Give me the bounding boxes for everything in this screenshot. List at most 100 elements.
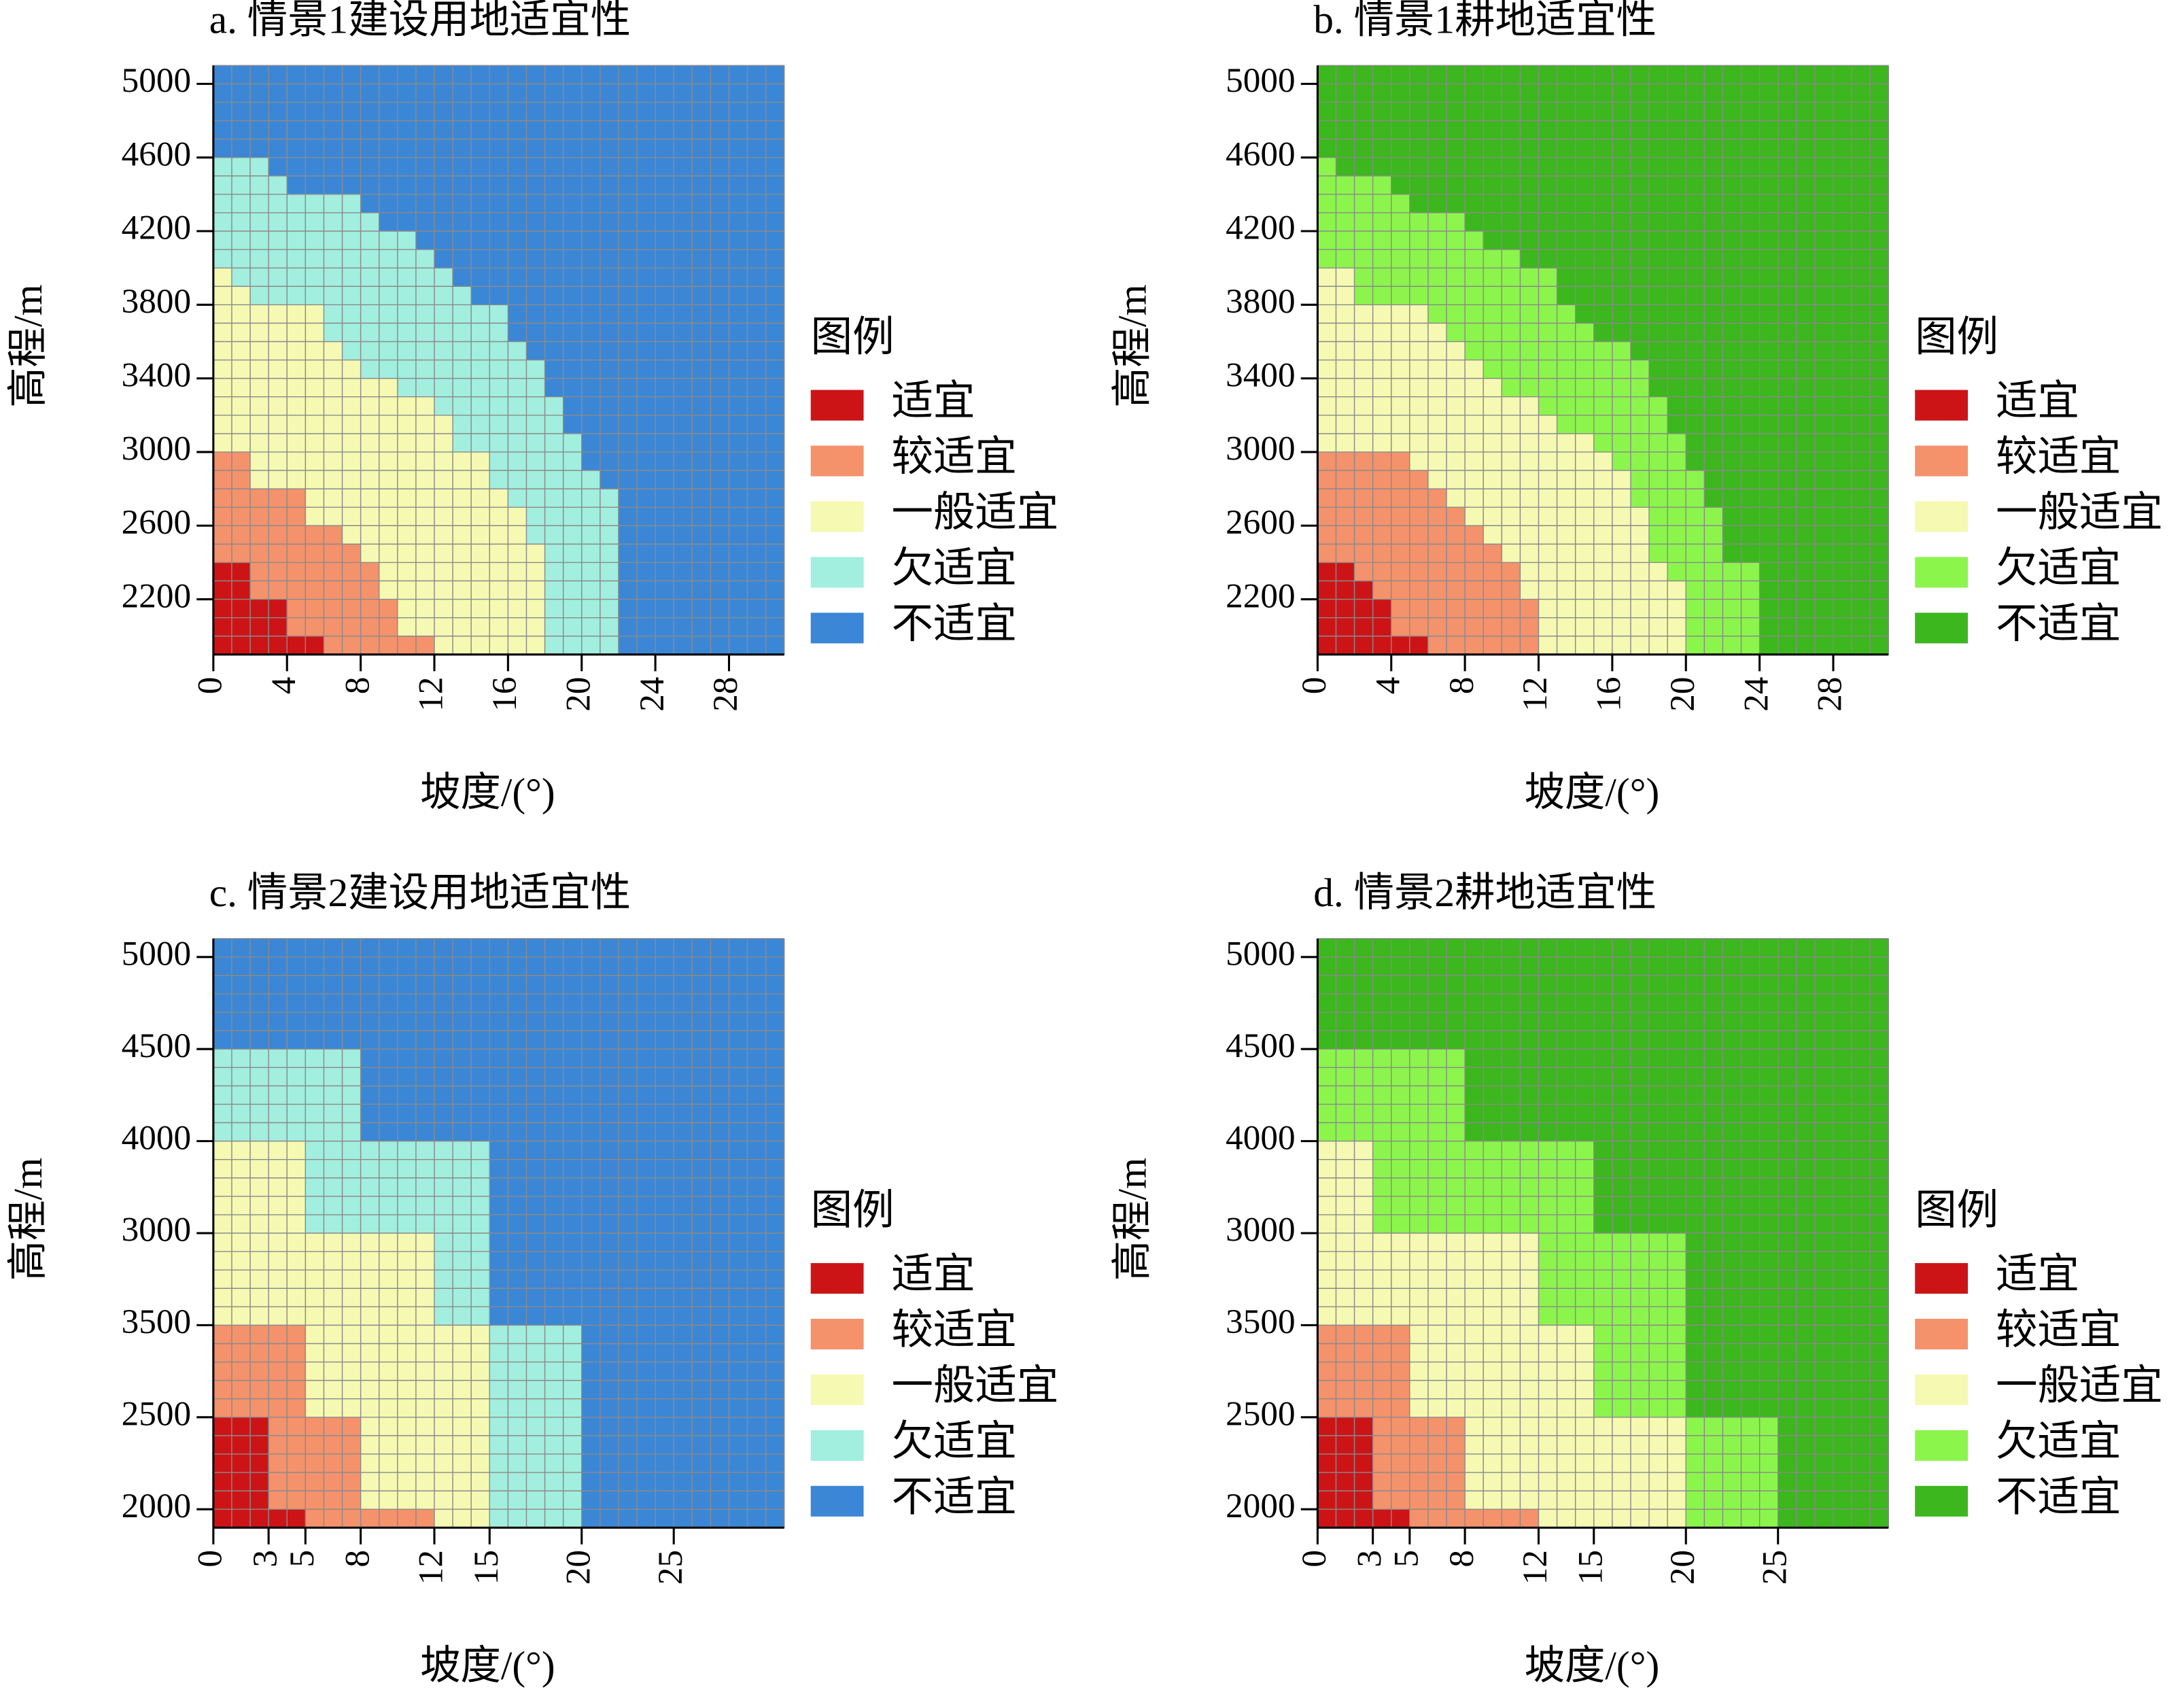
y-tick-label: 4000 (122, 1118, 191, 1157)
legend-title: 图例 (1915, 1187, 1998, 1233)
cell-column (489, 489, 508, 655)
legend-swatch (1915, 1430, 1969, 1461)
x-tick-label: 5 (283, 1550, 322, 1568)
legend-swatch (810, 1318, 864, 1350)
y-tick-label: 5000 (1226, 61, 1295, 100)
legend-label: 一般适宜 (1996, 489, 2163, 536)
cell-column (434, 1325, 453, 1528)
y-tick-label: 3800 (1226, 282, 1295, 321)
panel: c. 情景2建设用地适宜性 2000 2500 3500 3000 4000 4500 500… (5, 870, 1058, 1688)
legend-swatch (1915, 501, 1969, 532)
cell-column (268, 1509, 288, 1528)
legend-label: 一般适宜 (892, 1363, 1059, 1409)
y-tick-label: 3400 (122, 356, 191, 394)
cell-column (250, 599, 269, 655)
y-tick-label: 3000 (1226, 430, 1295, 468)
legend-label: 较适宜 (1996, 1307, 2121, 1353)
x-tick-label: 24 (633, 677, 672, 712)
panel: d. 情景2耕地适宜性 2000 2500 3500 3000 4000 4500 5000 0… (1110, 870, 2163, 1688)
cell-column (287, 1509, 306, 1528)
cell-column (1722, 562, 1741, 655)
panel: b. 情景1耕地适宜性22002600300034003800420046005… (1110, 0, 2163, 814)
cell-column (1520, 599, 1539, 655)
cell-column (508, 1325, 527, 1528)
y-tick-label: 3000 (1226, 1211, 1295, 1249)
cell-column (287, 1325, 306, 1528)
legend-label: 一般适宜 (1996, 1363, 2163, 1409)
legend-label: 欠适宜 (892, 1419, 1017, 1465)
cell-column (360, 1509, 379, 1528)
x-tick-label: 20 (559, 677, 597, 712)
y-tick-label: 2500 (1226, 1395, 1295, 1434)
cell-column (268, 599, 288, 655)
legend-swatch (810, 1485, 864, 1517)
cell-column (526, 1325, 545, 1528)
legend-title: 图例 (1915, 314, 1998, 360)
y-tick-label: 4500 (122, 1026, 191, 1065)
cell-column (1741, 562, 1760, 655)
legend-label: 欠适宜 (1996, 545, 2121, 591)
cell-column (268, 1325, 288, 1528)
x-tick-label: 0 (1295, 1550, 1334, 1568)
y-tick-label: 3500 (1226, 1302, 1295, 1341)
x-tick-label: 28 (1811, 677, 1850, 712)
cell-column (1502, 1509, 1521, 1528)
cell-column (415, 636, 434, 655)
cell-column (379, 599, 398, 655)
legend-swatch (1915, 612, 1969, 644)
legend-swatch (810, 390, 864, 421)
x-tick-label: 12 (412, 1550, 451, 1585)
cell-column (1465, 525, 1484, 655)
legend-label: 不适宜 (892, 1474, 1017, 1520)
cell-column (360, 562, 379, 655)
legend-swatch (1915, 1485, 1969, 1517)
legend-label: 不适宜 (1996, 1474, 2121, 1520)
legend-swatch (810, 1374, 864, 1405)
cell-column (1336, 562, 1355, 655)
y-tick-label: 2600 (1226, 503, 1295, 542)
x-tick-label: 4 (1368, 677, 1407, 695)
x-axis-label: 坡度/(°) (1525, 770, 1660, 814)
cell-column (1520, 1509, 1539, 1528)
cell-column (415, 1509, 434, 1528)
cell-column (563, 1325, 582, 1528)
y-tick-label: 5000 (122, 935, 191, 973)
cell-column (453, 451, 472, 655)
y-axis-label: 高程/m (5, 284, 50, 407)
legend-swatch (810, 1430, 864, 1461)
legend-label: 欠适宜 (1996, 1419, 2121, 1465)
x-tick-label: 20 (1663, 1550, 1702, 1585)
legend-label: 欠适宜 (892, 545, 1017, 591)
x-tick-label: 0 (191, 677, 230, 695)
y-tick-label: 4200 (122, 209, 191, 247)
legend-swatch (1915, 445, 1969, 477)
cell-column (1483, 1509, 1502, 1528)
x-tick-label: 8 (338, 677, 377, 695)
legend-title: 图例 (811, 1187, 895, 1233)
y-tick-label: 3000 (122, 430, 191, 468)
legend-label: 较适宜 (892, 1307, 1017, 1353)
y-axis-label: 高程/m (5, 1158, 50, 1281)
y-tick-label: 3000 (122, 1211, 191, 1249)
legend-swatch (810, 1263, 864, 1294)
y-tick-label: 2500 (122, 1395, 191, 1434)
cell-column (1427, 489, 1447, 655)
x-tick-label: 24 (1737, 677, 1775, 712)
y-tick-label: 3500 (122, 1302, 191, 1341)
legend-swatch (1915, 390, 1969, 421)
x-tick-label: 0 (191, 1550, 230, 1568)
x-tick-label: 8 (1442, 1550, 1481, 1568)
y-tick-label: 2000 (122, 1487, 191, 1525)
x-tick-label: 5 (1387, 1550, 1426, 1568)
x-tick-label: 15 (1572, 1550, 1610, 1585)
legend-swatch (1915, 557, 1969, 588)
cell-column (1391, 1325, 1410, 1528)
panel-title: d. 情景2耕地适宜性 (1313, 870, 1657, 915)
cell-column (397, 636, 416, 655)
cell-column (489, 1325, 508, 1528)
x-axis-label: 坡度/(°) (420, 770, 555, 814)
cell-column (324, 525, 343, 655)
panel-title: c. 情景2建设用地适宜性 (209, 870, 631, 915)
x-tick-label: 12 (1516, 1550, 1555, 1585)
